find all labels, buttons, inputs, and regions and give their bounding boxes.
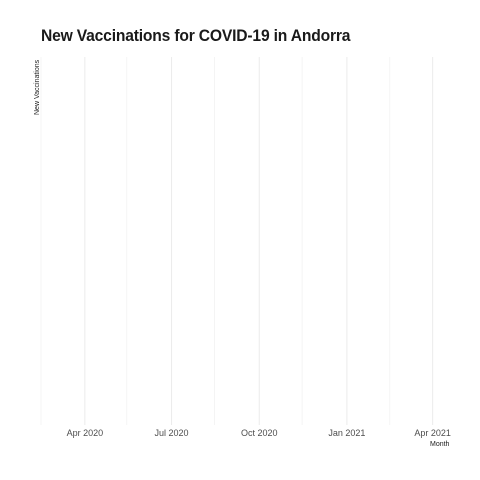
x-tick-label: Jul 2020 [155,428,189,438]
x-tick-labels: Apr 2020 Jul 2020 Oct 2020 Jan 2021 Apr 2021 [67,428,451,438]
chart-title: New Vaccinations for COVID-19 in Andorra [41,26,351,45]
x-tick-label: Apr 2021 [414,428,451,438]
x-tick-label: Apr 2020 [67,428,104,438]
x-tick-label: Oct 2020 [241,428,278,438]
grid-lines [40,57,434,425]
x-tick-label: Jan 2021 [328,428,365,438]
x-axis-label: Month [430,441,450,448]
